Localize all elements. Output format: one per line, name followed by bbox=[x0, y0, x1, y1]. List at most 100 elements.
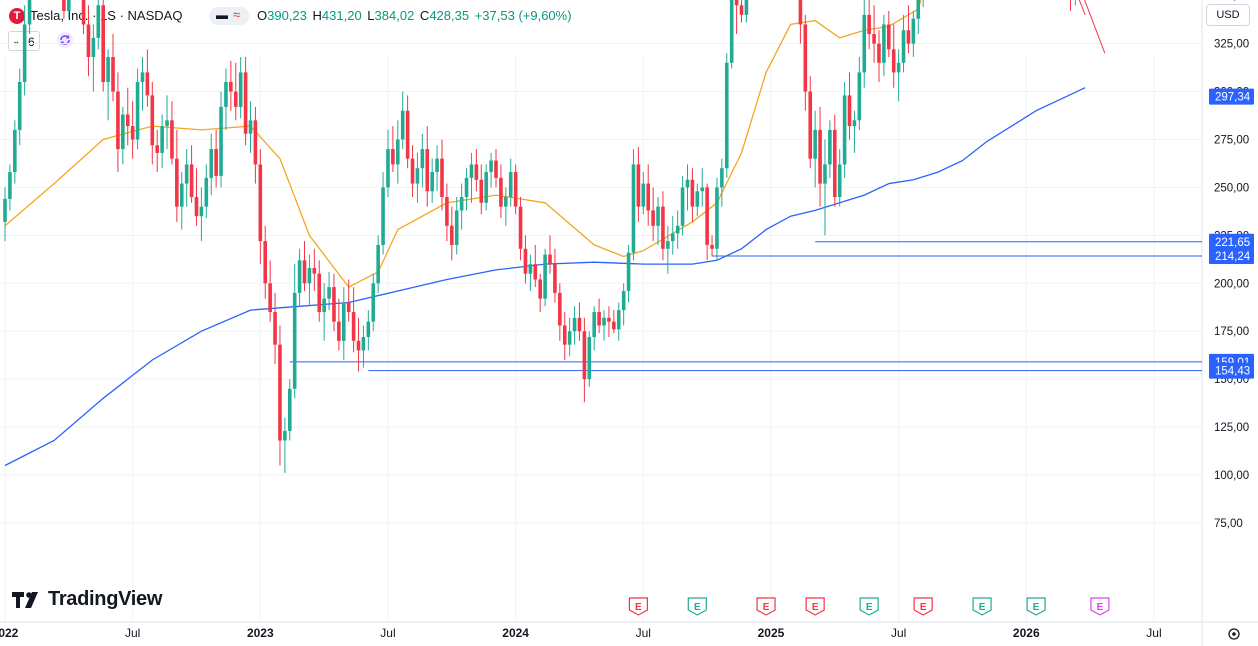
candle-body bbox=[744, 0, 749, 15]
candle-body bbox=[720, 168, 724, 188]
gear-ring[interactable] bbox=[1228, 628, 1240, 640]
candle-body bbox=[130, 126, 135, 140]
candle-body bbox=[734, 0, 739, 6]
earnings-marker-icon[interactable] bbox=[687, 597, 707, 616]
candle-body bbox=[612, 321, 616, 330]
candle-body bbox=[646, 183, 651, 211]
candle-body bbox=[597, 312, 601, 326]
compare-icon[interactable]: ≈ bbox=[233, 7, 241, 22]
earnings-marker-icon[interactable] bbox=[756, 597, 776, 616]
gear-icon[interactable] bbox=[1228, 628, 1240, 640]
candle-body bbox=[459, 197, 464, 211]
candle-body bbox=[27, 0, 32, 25]
earnings-marker-icon[interactable] bbox=[1026, 597, 1046, 616]
candle-body bbox=[548, 254, 552, 265]
candle-body bbox=[209, 149, 214, 178]
candle-body bbox=[3, 198, 7, 222]
candle-body bbox=[661, 206, 665, 249]
candle-body bbox=[410, 158, 415, 184]
tesla-logo-icon: T bbox=[9, 8, 25, 24]
candle-body bbox=[670, 233, 675, 242]
trend-channel-line[interactable] bbox=[1012, 0, 1106, 54]
symbol-title[interactable]: Tesla, Inc. · 1S · NASDAQ bbox=[30, 8, 183, 23]
trend-channel-line[interactable] bbox=[992, 0, 1086, 16]
candle-body bbox=[67, 0, 71, 12]
y-tick-label: 325,00 bbox=[1214, 39, 1249, 51]
candle-body bbox=[278, 344, 282, 441]
candle-body bbox=[715, 187, 719, 249]
candle-body bbox=[896, 62, 901, 73]
earnings-letter: E bbox=[635, 602, 642, 613]
candle-body bbox=[341, 302, 346, 341]
candle-body bbox=[224, 81, 228, 107]
candle-body bbox=[356, 340, 361, 351]
candle-body bbox=[577, 317, 582, 332]
candle-body bbox=[292, 292, 297, 389]
candle-body bbox=[464, 177, 469, 198]
open-label: O bbox=[257, 8, 268, 23]
candle-body bbox=[832, 129, 837, 198]
gear-center[interactable] bbox=[1232, 632, 1236, 636]
candle-body bbox=[155, 145, 160, 153]
candle-body bbox=[391, 149, 395, 165]
candle-body bbox=[558, 292, 562, 326]
candle-body bbox=[116, 91, 120, 150]
candle-body bbox=[125, 114, 130, 127]
candle-body bbox=[287, 388, 292, 431]
high-value: 431,20 bbox=[321, 8, 362, 23]
candle-body bbox=[567, 331, 572, 345]
candle-body bbox=[852, 120, 857, 127]
candle-body bbox=[842, 95, 847, 165]
earnings-marker-icon[interactable] bbox=[972, 597, 992, 616]
candle-body bbox=[631, 164, 636, 253]
y-tick-label: 200,00 bbox=[1214, 278, 1249, 290]
high-label: H bbox=[312, 8, 322, 23]
x-tick-label: Jul bbox=[891, 626, 906, 640]
candle-body bbox=[847, 95, 852, 127]
candle-body bbox=[675, 225, 680, 234]
ohlc-readout: O390,23 H431,20 L384,02 C428,35 +37,53 (… bbox=[257, 8, 572, 24]
candle-body bbox=[91, 37, 96, 58]
chart-style-chip[interactable]: ▬ ≈ bbox=[209, 7, 249, 25]
candle-body bbox=[327, 287, 331, 299]
candle-body bbox=[189, 164, 194, 198]
candle-body bbox=[140, 72, 145, 82]
candle-body bbox=[96, 5, 101, 38]
low-label: L bbox=[367, 8, 375, 23]
bar-style-icon[interactable]: ▬ bbox=[216, 8, 228, 22]
y-tick-label: 350,00 bbox=[1214, 0, 1249, 3]
level-tag: 214,24 bbox=[1215, 251, 1251, 263]
candle-body bbox=[229, 81, 233, 92]
earnings-marker-icon[interactable] bbox=[1090, 597, 1110, 616]
candle-body bbox=[135, 81, 140, 140]
candle-body bbox=[528, 264, 533, 274]
earnings-marker-icon[interactable] bbox=[805, 597, 825, 616]
level-tag-bg bbox=[1209, 247, 1254, 264]
earnings-marker-icon[interactable] bbox=[859, 597, 879, 616]
y-tick-label: 175,00 bbox=[1214, 326, 1249, 338]
candle-body bbox=[582, 331, 587, 380]
candle-body bbox=[469, 164, 474, 178]
candle-body bbox=[621, 290, 626, 311]
earnings-marker-icon[interactable] bbox=[628, 597, 648, 616]
earnings-marker-icon[interactable] bbox=[913, 597, 933, 616]
candle-body bbox=[729, 0, 734, 63]
candle-body bbox=[651, 210, 655, 226]
x-tick-label: Jul bbox=[636, 626, 651, 640]
brand-name: TradingView bbox=[48, 588, 163, 610]
level-tag-bg bbox=[1209, 362, 1254, 379]
candle-body bbox=[351, 312, 356, 341]
candle-body bbox=[425, 149, 430, 192]
candle-body bbox=[543, 254, 547, 299]
candle-body bbox=[911, 18, 916, 44]
candle-body bbox=[307, 267, 312, 284]
candle-body bbox=[813, 129, 817, 159]
currency-selector[interactable]: USD bbox=[1206, 4, 1250, 26]
open-value: 390,23 bbox=[267, 8, 307, 23]
chevron-down-icon[interactable]: ⌄ bbox=[12, 36, 21, 47]
candle-body bbox=[562, 325, 567, 345]
earnings-letter: E bbox=[763, 602, 770, 613]
candle-body bbox=[199, 206, 204, 217]
candle-body bbox=[101, 5, 105, 82]
